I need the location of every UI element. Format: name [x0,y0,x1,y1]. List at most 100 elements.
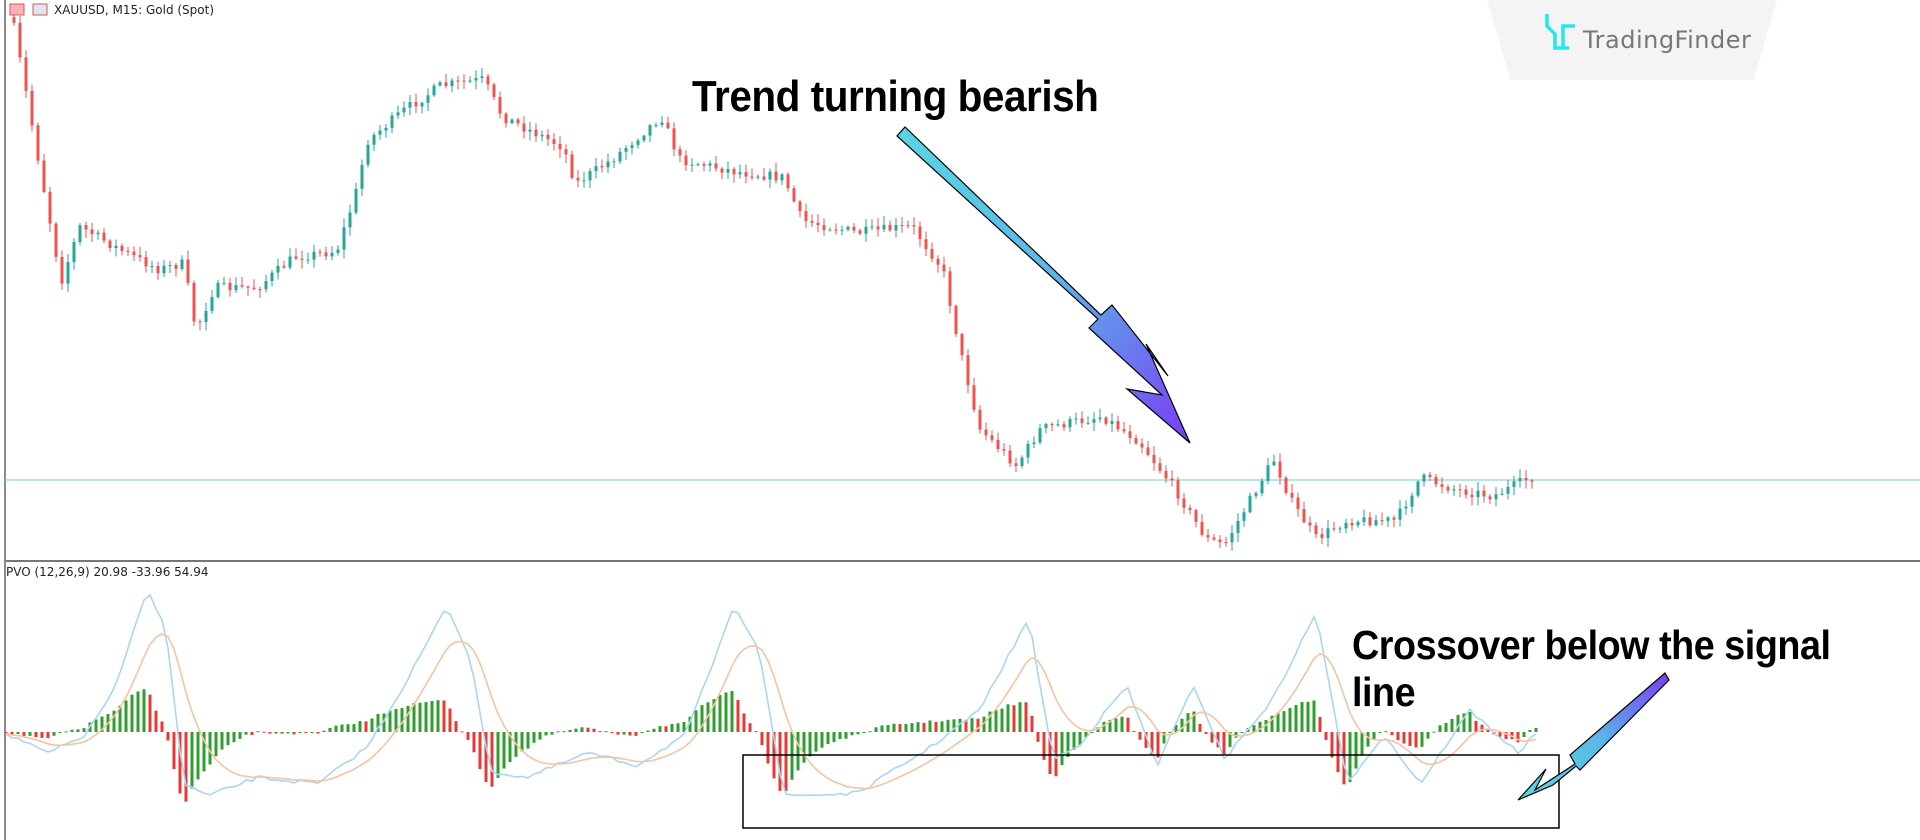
candle-body [678,149,682,156]
histogram-bar [220,732,224,750]
histogram-bar [1270,715,1274,732]
histogram-bar [904,723,908,732]
histogram-bar [520,732,524,752]
histogram-bar [1294,705,1298,732]
histogram-bar [1228,732,1232,747]
histogram-bar [298,732,302,733]
histogram-bar [496,732,500,778]
pvo-line [5,593,1537,797]
histogram-bar [118,705,122,732]
candle-body [1194,509,1198,522]
histogram-bar [682,721,686,732]
candle-body [912,225,916,227]
candle-body [312,251,316,260]
candle-body [900,225,904,227]
candle-body [1110,421,1114,424]
histogram-bar [820,732,824,748]
candle-body [1020,457,1024,466]
candle-body [780,174,784,181]
histogram-bar [1234,732,1238,738]
histogram-bar [544,732,548,736]
candle-body [1500,493,1504,495]
histogram-bar [802,732,806,763]
histogram-bar [796,732,800,771]
candle-body [1104,417,1108,424]
histogram-bar [1252,725,1256,732]
histogram-bar [316,732,320,734]
candle-body [318,251,322,253]
candle-body [1434,476,1438,485]
candle-body [894,225,898,231]
histogram-bar [382,713,386,732]
candle-body [1134,438,1138,444]
logo-background [1487,0,1777,80]
candle-body [1374,520,1378,526]
candle-body [906,225,910,227]
histogram-bar [1030,715,1034,732]
candle-body [732,169,736,175]
histogram-bar [1012,705,1016,732]
candle-body [630,145,634,149]
candle-body [264,281,268,290]
candle-body [1530,480,1534,482]
chart-toolbar-icons [9,3,48,16]
candle-body [540,134,544,137]
candle-body [12,17,16,23]
histogram-bar [1018,702,1022,732]
candle-body [1146,447,1150,456]
candle-body [612,161,616,163]
candle-body [468,80,472,82]
candle-body [1158,463,1162,471]
candle-body [870,226,874,228]
histogram-bar [1330,732,1334,758]
candle-body [984,429,988,436]
histogram-bar [604,731,608,733]
histogram-bar [40,732,44,738]
candle-body [720,168,724,173]
candle-body [1392,517,1396,520]
histogram-bar [10,732,14,735]
histogram-bar [1006,704,1010,732]
histogram-bar [1114,718,1118,732]
candle-body [1320,534,1324,539]
candle-body [234,285,238,291]
histogram-bar [1102,721,1106,732]
histogram-bar [1048,732,1052,775]
candle-body [1296,497,1300,510]
histogram-bar [856,732,860,735]
candle-body [330,252,334,257]
candle-body [660,122,664,125]
histogram-bar [52,732,56,736]
histogram-bar [652,728,656,732]
candle-body [1200,521,1204,535]
histogram-bar [964,719,968,732]
histogram-bar [502,732,506,769]
candle-body [948,271,952,306]
histogram-bar [340,724,344,732]
histogram-bar [628,732,632,736]
histogram-bar [1342,732,1346,785]
candle-body [1308,522,1312,526]
histogram-bar [736,700,740,732]
candle-body [354,188,358,213]
histogram-bar [190,732,194,789]
histogram-bar [1504,732,1508,740]
histogram-bar [1402,732,1406,744]
histogram-bar [46,732,50,739]
histogram-bar [874,727,878,732]
histogram-bar [808,732,812,757]
candle-body [174,264,178,269]
candle-body [978,409,982,430]
crossover-annotation: Crossover below the signal line [1352,622,1831,715]
histogram-bar [832,732,836,743]
histogram-bar [172,732,176,770]
candle-body [516,119,520,124]
histogram-bar [1366,732,1370,747]
candle-body [168,264,172,266]
histogram-bar [466,732,470,740]
histogram-bar [892,723,896,732]
histogram-bar [256,731,260,733]
histogram-bar [910,723,914,732]
candle-body [150,265,154,267]
